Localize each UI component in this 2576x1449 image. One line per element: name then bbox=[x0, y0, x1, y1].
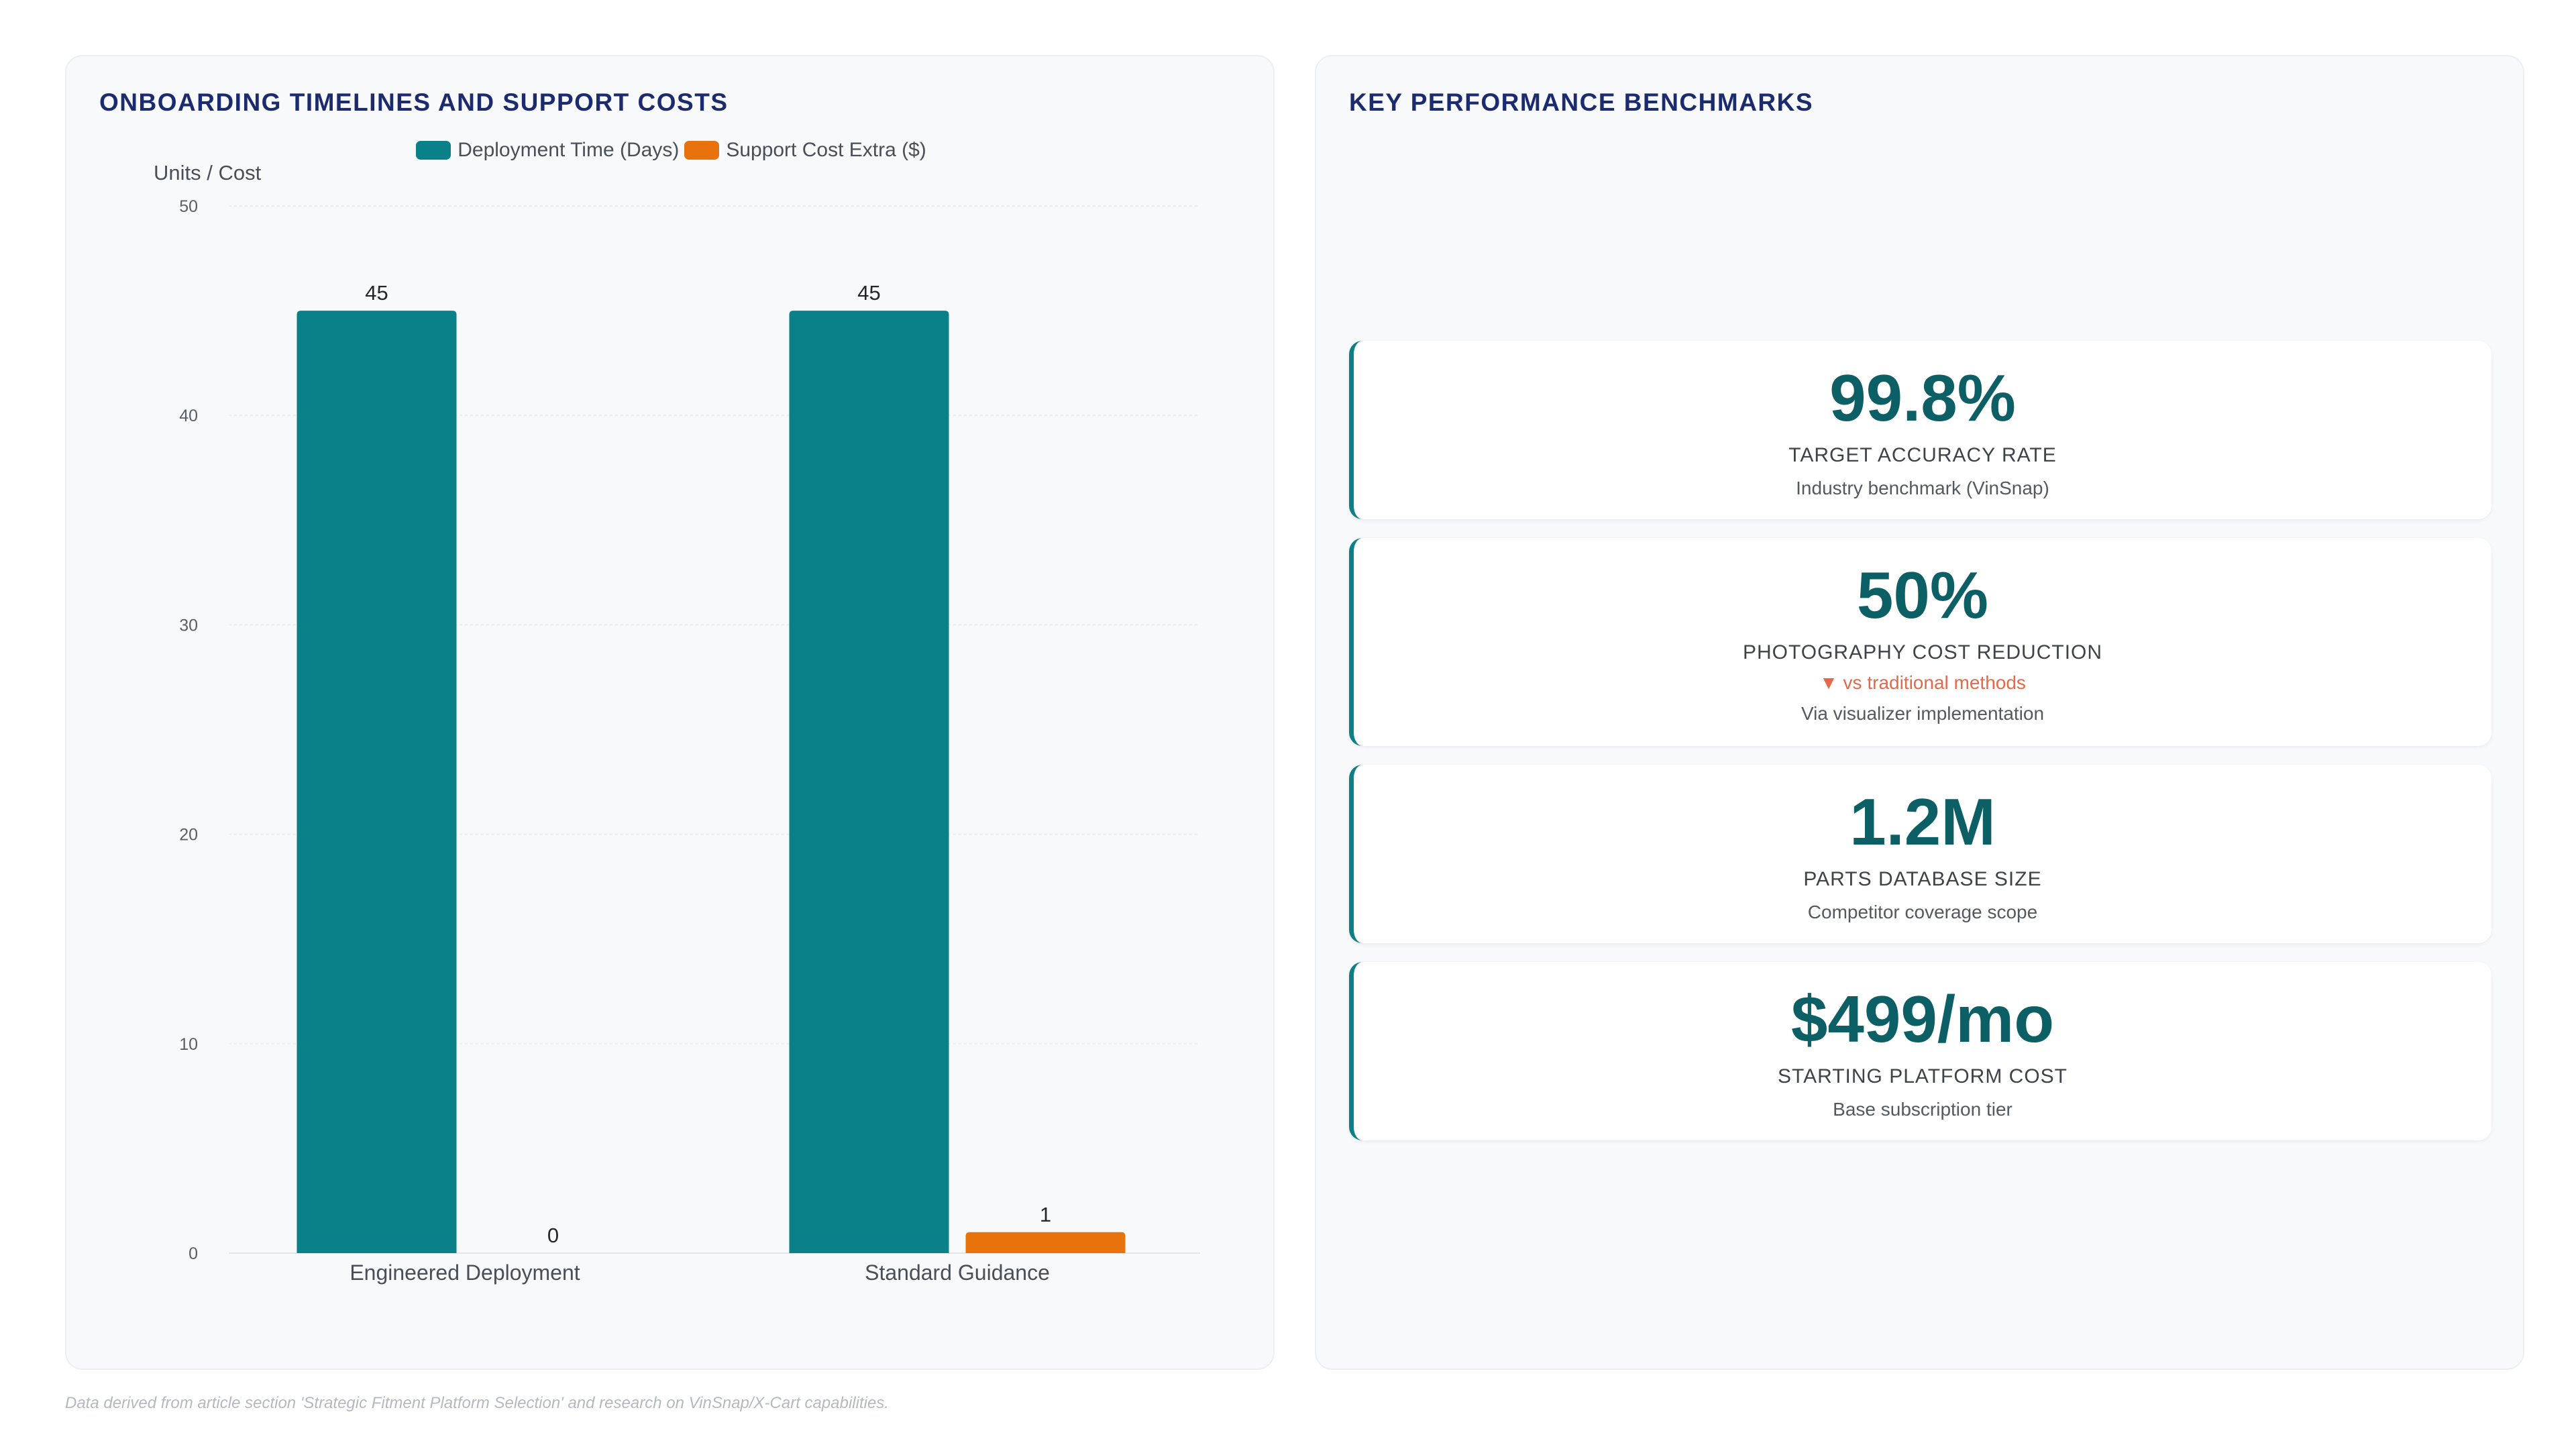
legend-label-support: Support Cost Extra ($) bbox=[726, 139, 926, 161]
kpi-label: PHOTOGRAPHY COST REDUCTION bbox=[1742, 641, 2103, 663]
kpi-subtext: Base subscription tier bbox=[1833, 1099, 2012, 1120]
chart-panel: ONBOARDING TIMELINES AND SUPPORT COSTS D… bbox=[65, 55, 1275, 1370]
benchmarks-title: KEY PERFORMANCE BENCHMARKS bbox=[1349, 89, 1814, 116]
kpi-card-photography: 50% PHOTOGRAPHY COST REDUCTION ▼ vs trad… bbox=[1349, 538, 2491, 746]
y-tick-label: 20 bbox=[179, 826, 198, 845]
chart-title: ONBOARDING TIMELINES AND SUPPORT COSTS bbox=[99, 89, 729, 116]
kpi-subtext: Via visualizer implementation bbox=[1801, 703, 2045, 724]
kpi-label: PARTS DATABASE SIZE bbox=[1803, 868, 2042, 890]
y-tick-label: 50 bbox=[179, 197, 198, 216]
kpi-card-pricing: $499/mo STARTING PLATFORM COST Base subs… bbox=[1349, 962, 2491, 1140]
legend-item-deployment[interactable]: Deployment Time (Days) bbox=[416, 139, 679, 162]
y-tick-label: 30 bbox=[179, 616, 198, 635]
legend-swatch-support bbox=[684, 141, 720, 160]
kpi-value: 1.2M bbox=[1849, 785, 1996, 859]
kpi-subtext: Competitor coverage scope bbox=[1807, 902, 2038, 922]
bar bbox=[965, 1232, 1126, 1253]
legend-swatch-deployment bbox=[416, 141, 451, 160]
data-label: 0 bbox=[547, 1224, 559, 1247]
kpi-value: 50% bbox=[1856, 558, 1989, 632]
data-label: 45 bbox=[365, 281, 388, 305]
y-axis-label: Units / Cost bbox=[154, 161, 262, 184]
benchmarks-panel: KEY PERFORMANCE BENCHMARKS 99.8% TARGET … bbox=[1315, 55, 2524, 1370]
y-tick-label: 10 bbox=[179, 1035, 198, 1054]
kpi-card-database: 1.2M PARTS DATABASE SIZE Competitor cove… bbox=[1349, 765, 2491, 943]
bar bbox=[789, 311, 949, 1254]
bar-chart: 0 10 20 30 40 50 45 0 Engineered Deployment 45 1 St… bbox=[179, 197, 1200, 1285]
x-tick-label: Engineered Deployment bbox=[350, 1260, 580, 1285]
kpi-delta: ▼ vs traditional methods bbox=[1819, 672, 2026, 693]
legend-item-support[interactable]: Support Cost Extra ($) bbox=[684, 139, 926, 162]
kpi-card-accuracy: 99.8% TARGET ACCURACY RATE Industry benc… bbox=[1349, 341, 2491, 519]
kpi-subtext: Industry benchmark (VinSnap) bbox=[1796, 478, 2049, 498]
kpi-value: 99.8% bbox=[1829, 361, 2016, 435]
chart-legend: Deployment Time (Days) Support Cost Extr… bbox=[66, 139, 1276, 162]
kpi-label: TARGET ACCURACY RATE bbox=[1788, 444, 2057, 466]
kpi-label: STARTING PLATFORM COST bbox=[1777, 1065, 2068, 1087]
y-tick-label: 0 bbox=[189, 1244, 198, 1263]
legend-label-deployment: Deployment Time (Days) bbox=[458, 139, 680, 161]
data-label: 1 bbox=[1040, 1203, 1051, 1226]
y-tick-label: 40 bbox=[179, 407, 198, 425]
source-footnote: Data derived from article section 'Strat… bbox=[65, 1394, 889, 1412]
data-label: 45 bbox=[857, 281, 880, 305]
kpi-value: $499/mo bbox=[1790, 982, 2055, 1056]
bar bbox=[297, 311, 457, 1254]
x-tick-label: Standard Guidance bbox=[865, 1260, 1050, 1285]
